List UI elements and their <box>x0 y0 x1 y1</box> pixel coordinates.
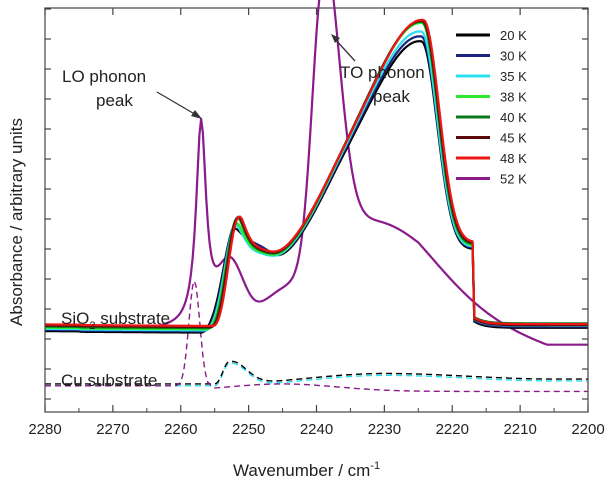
x-axis-label: Wavenumber / cm-1 <box>233 460 380 480</box>
sio2-substrate-label: SiO2 substrate <box>61 309 170 332</box>
legend-item-30k: 30 K <box>456 49 527 64</box>
x-tick-label-2200: 2200 <box>571 421 604 438</box>
legend: 20 K 30 K 35 K 38 K 40 K 45 K 48 K 52 K <box>456 28 527 187</box>
legend-item-48k: 48 K <box>456 151 527 166</box>
legend-label: 20 K <box>500 28 527 43</box>
cu-substrate-label: Cu substrate <box>61 371 157 390</box>
x-tick-label-2280: 2280 <box>28 421 61 438</box>
lo-label-line2: peak <box>96 91 133 110</box>
x-tick-label-2220: 2220 <box>436 421 469 438</box>
legend-label: 52 K <box>500 172 527 187</box>
x-tick-label-2250: 2250 <box>232 421 265 438</box>
cu-series-52k <box>45 278 588 393</box>
legend-label: 40 K <box>500 110 527 125</box>
legend-item-40k: 40 K <box>456 110 527 125</box>
y-axis-label: Absorbance / arbitrary units <box>7 118 26 326</box>
legend-label: 45 K <box>500 131 527 146</box>
x-tick-label-2240: 2240 <box>300 421 333 438</box>
to-label-line1: TO phonon <box>340 63 425 82</box>
legend-label: 38 K <box>500 90 527 105</box>
legend-item-38k: 38 K <box>456 90 527 105</box>
series-line-48k <box>44 18 588 328</box>
x-tick-label-2260: 2260 <box>164 421 197 438</box>
x-tick-label-2210: 2210 <box>503 421 536 438</box>
legend-label: 48 K <box>500 151 527 166</box>
legend-item-52k: 52 K <box>456 172 527 187</box>
to-label-line2: peak <box>373 87 410 106</box>
x-tick-label-2270: 2270 <box>96 421 129 438</box>
legend-item-20k: 20 K <box>456 28 527 43</box>
legend-item-35k: 35 K <box>456 69 527 84</box>
lo-label-line1: LO phonon <box>62 67 146 86</box>
series-layer <box>44 0 588 393</box>
legend-label: 35 K <box>500 69 527 84</box>
cu-series-20k <box>45 360 588 385</box>
to-arrow <box>331 34 356 62</box>
lo-arrow <box>156 91 202 119</box>
legend-label: 30 K <box>500 49 527 64</box>
axes-layer: 2280 2270 2260 2250 2240 2230 2220 2210 2200 <box>28 7 605 438</box>
legend-item-45k: 45 K <box>456 131 527 146</box>
x-tick-label-2230: 2230 <box>368 421 401 438</box>
